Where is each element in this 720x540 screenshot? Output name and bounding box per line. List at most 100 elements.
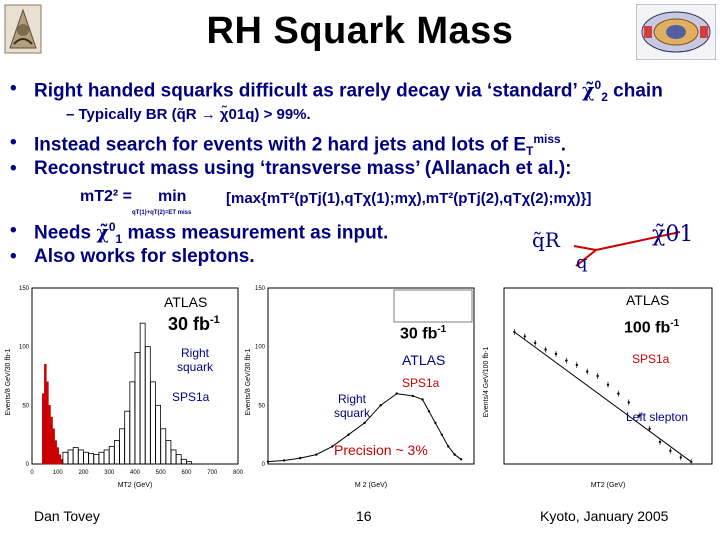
data-point: [523, 335, 526, 338]
chi-sub: 2: [601, 90, 608, 105]
data-point: [411, 394, 415, 398]
middle-squark-label: Right squark: [333, 392, 371, 420]
mt2-formula-lhs: mT2² =: [80, 188, 133, 205]
left-logo: [4, 4, 42, 54]
data-point: [638, 414, 641, 417]
data-point: [565, 359, 568, 362]
data-point: [363, 421, 366, 425]
right-ylabel: Events/4 GeV/100 fb-1: [483, 346, 490, 417]
y-tick-label: 50: [22, 403, 29, 409]
y-tick-label: 0: [262, 462, 266, 468]
chi-symbol: χ̃: [96, 221, 109, 244]
histogram-bar: [50, 416, 53, 465]
right-xlabel: MT2 (GeV): [591, 482, 626, 489]
data-point: [586, 370, 589, 373]
y-tick-label: 150: [19, 286, 30, 292]
x-tick-label: 500: [156, 470, 167, 476]
x-tick-label: 600: [181, 470, 192, 476]
mt2-formula-constraint: qT(1)+qT(2)=ET miss: [132, 210, 192, 216]
footer-author: Dan Tovey: [34, 508, 100, 524]
right-sps-label: SPS1a: [632, 352, 670, 366]
histogram-bar: [46, 381, 49, 465]
data-point: [575, 363, 578, 367]
left-lumi-label: 30 fb-1: [168, 314, 220, 334]
data-point: [617, 392, 620, 395]
chi-symbol: χ̃: [582, 79, 595, 102]
mt2-formula-min: min: [158, 188, 187, 205]
bullet-dot: •: [10, 220, 17, 241]
data-point: [669, 449, 672, 452]
bullet-text: Instead search for events with 2 hard je…: [34, 134, 527, 156]
histogram-bar: [54, 440, 57, 465]
middle-atlas-label: ATLAS: [402, 352, 446, 368]
bullet-text: Right handed squarks difficult as rarely…: [34, 80, 583, 102]
data-point: [658, 440, 662, 444]
right-plot: MT2 (GeV) Events/4 GeV/100 fb-1: [480, 282, 718, 492]
y-tick-label: 100: [255, 345, 266, 351]
left-plot: MT2 (GeV) Events/8 GeV/30 fb-1 0 100 200 30…: [2, 282, 244, 492]
middle-sps-label: SPS1a: [402, 376, 440, 390]
middle-stats-box: [393, 289, 473, 323]
y-tick-label: 150: [255, 286, 266, 292]
bullet-dot: •: [10, 246, 17, 267]
squark-line: [573, 245, 597, 251]
left-ylabel: Events/8 GeV/30 fb-1: [5, 348, 12, 415]
data-point: [331, 445, 334, 448]
left-xlabel: MT2 (GeV): [118, 482, 153, 489]
bullet-rh-squarks: Right handed squarks difficult as rarely…: [34, 78, 663, 104]
bullet-search: Instead search for events with 2 hard je…: [34, 132, 566, 159]
data-point: [596, 374, 599, 378]
page-title: RH Squark Mass: [206, 10, 514, 52]
data-point: [347, 433, 350, 436]
sub-bullet-br: – Typically BR (q̃R → χ̃01q) > 99%.: [66, 106, 311, 123]
middle-plot-svg: 0 50 100 150 M 2 (GeV) Events/8 GeV/30 fb-1: [245, 286, 475, 489]
y-tick-label: 0: [26, 462, 30, 468]
data-point: [606, 383, 610, 386]
data-point: [427, 410, 431, 413]
data-point: [379, 404, 382, 407]
data-point: [395, 392, 398, 395]
histogram-bar: [186, 461, 192, 465]
left-atlas-label: ATLAS: [164, 294, 208, 310]
x-tick-label: 200: [78, 470, 89, 476]
neutralino-line: [595, 231, 681, 251]
chi-sup: 0: [108, 220, 116, 234]
data-point: [534, 341, 537, 345]
fit-line: [514, 331, 692, 463]
left-plot-svg: MT2 (GeV) Events/8 GeV/30 fb-1 0 100 200 30…: [5, 286, 244, 489]
histogram-bar: [44, 364, 47, 465]
data-point: [554, 352, 558, 356]
x-tick-label: 700: [207, 470, 218, 476]
x-tick-label: 100: [53, 470, 64, 476]
bullet-reconstruct: Reconstruct mass using ‘transverse mass’…: [34, 158, 572, 179]
x-tick-label: 400: [130, 470, 141, 476]
left-sps-label: SPS1a: [172, 390, 210, 404]
chi-sup: 0: [594, 78, 602, 92]
bullet-prefix: Needs: [34, 222, 97, 244]
middle-ylabel: Events/8 GeV/30 fb-1: [245, 348, 252, 415]
bullet-text: mass measurement as input.: [122, 222, 389, 244]
bullet-dot: •: [10, 158, 17, 179]
y-tick-label: 50: [258, 403, 265, 409]
histogram-bar: [52, 428, 55, 465]
bullet-dot: •: [10, 78, 17, 99]
footer-venue: Kyoto, January 2005: [540, 508, 669, 524]
precision-label: Precision ~ 3%: [334, 442, 428, 458]
quark-label: q: [576, 252, 588, 273]
histogram-bar: [56, 447, 59, 465]
mt2-formula-rhs: [max{mT²(pTj(1),qTχ(1);mχ),mT²(pTj(2),qT…: [226, 190, 592, 207]
data-point: [447, 445, 450, 448]
right-atlas-label: ATLAS: [626, 292, 670, 308]
data-point: [544, 348, 547, 351]
data-point: [282, 459, 286, 462]
bullet-tail: chain: [607, 80, 663, 102]
histogram-bar: [58, 454, 62, 465]
footer-page: 16: [356, 508, 372, 524]
data-point: [434, 421, 437, 425]
histogram-bar: [48, 405, 51, 465]
data-point: [459, 458, 463, 461]
quark-line: [575, 249, 597, 267]
bullet-sleptons: Also works for sleptons.: [34, 246, 255, 267]
miss-sup: miss: [533, 132, 561, 146]
x-tick-label: 300: [104, 470, 115, 476]
